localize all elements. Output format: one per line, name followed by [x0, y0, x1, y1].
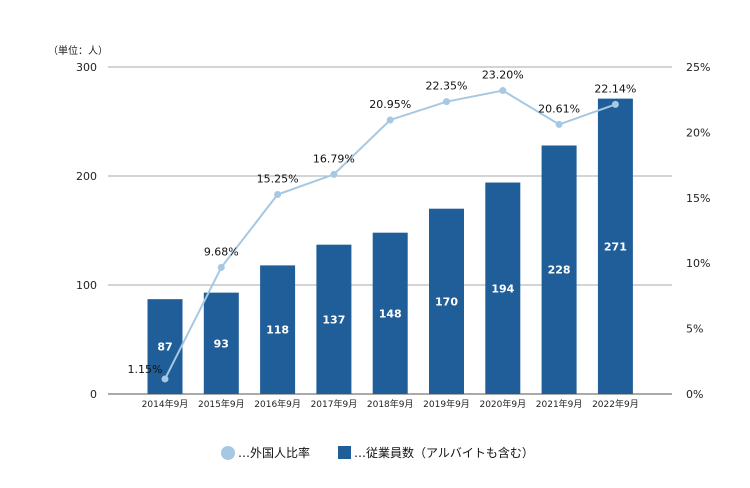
ratio-point [330, 170, 338, 178]
bar-value-label: 271 [604, 240, 627, 253]
line-series: 1.15% 9.68% 15.25% 16.79% 20.95% 22.35% 23.20%… [128, 69, 636, 383]
ratio-point [161, 375, 169, 383]
left-tick-label: 200 [76, 170, 97, 183]
legend-bar-label: …従業員数（アルバイトも含む） [354, 445, 534, 460]
left-axis-ticks: 0 100 200 300 [76, 61, 97, 401]
x-tick-label: 2017年9月 [311, 398, 358, 410]
bar [372, 232, 408, 394]
bar-value-label: 148 [379, 307, 402, 320]
bar-value-label: 194 [491, 282, 514, 295]
right-tick-label: 0% [686, 388, 703, 401]
bar [203, 292, 239, 394]
x-axis-ticks: 2014年9月 2015年9月 2016年9月 2017年9月 2018年9月 2019年… [142, 398, 639, 410]
bar-value-label: 170 [435, 295, 458, 308]
ratio-point [555, 120, 563, 128]
ratio-point-label: 20.61% [538, 102, 580, 115]
ratio-point [443, 98, 450, 106]
bar [597, 98, 633, 395]
bar [260, 265, 296, 394]
ratio-point [386, 116, 394, 124]
legend-line-label: …外国人比率 [238, 445, 310, 460]
right-axis-ticks: 0% 5% 10% 15% 20% 25% [686, 61, 710, 401]
x-tick-label: 2020年9月 [479, 398, 526, 410]
ratio-point [611, 100, 619, 108]
ratio-point-label: 20.95% [369, 98, 411, 111]
ratio-point-label: 16.79% [313, 152, 355, 165]
ratio-point [217, 263, 225, 271]
bar-series: 87 93 118 137 148 170 194 228 271 [147, 98, 633, 395]
right-tick-label: 10% [686, 257, 710, 270]
left-tick-label: 300 [76, 61, 97, 74]
x-tick-label: 2022年9月 [592, 398, 639, 410]
x-tick-label: 2021年9月 [536, 398, 583, 410]
bar-value-label: 118 [266, 324, 289, 337]
right-tick-label: 25% [686, 61, 710, 74]
legend-bar-marker [338, 446, 351, 459]
ratio-point-label: 22.35% [426, 80, 468, 93]
ratio-point [499, 87, 507, 95]
right-tick-label: 15% [686, 192, 710, 205]
ratio-point-label: 22.14% [594, 82, 636, 95]
right-tick-label: 20% [686, 126, 710, 139]
ratio-point-label: 15.25% [257, 173, 299, 186]
bar [541, 145, 577, 394]
bar-value-label: 137 [322, 313, 345, 326]
unit-label: （単位：人） [48, 44, 108, 57]
ratio-point-label: 23.20% [482, 69, 524, 82]
legend-line-marker [221, 446, 235, 460]
x-tick-label: 2018年9月 [367, 398, 414, 410]
bar-value-label: 228 [548, 264, 571, 277]
legend: …外国人比率 …従業員数（アルバイトも含む） [221, 445, 534, 460]
left-tick-label: 100 [76, 279, 97, 292]
x-tick-label: 2015年9月 [198, 398, 245, 410]
bar [429, 208, 464, 394]
ratio-point [274, 191, 282, 199]
bar [316, 244, 352, 394]
bar [485, 182, 521, 394]
left-tick-label: 0 [90, 388, 97, 401]
bar-value-label: 93 [214, 337, 229, 350]
bar-value-label: 87 [157, 341, 172, 354]
x-tick-label: 2014年9月 [142, 398, 189, 410]
x-tick-label: 2019年9月 [423, 398, 470, 410]
right-tick-label: 5% [686, 323, 703, 336]
ratio-point-label: 9.68% [204, 245, 239, 258]
ratio-point-label: 1.15% [128, 363, 163, 376]
x-tick-label: 2016年9月 [254, 398, 301, 410]
